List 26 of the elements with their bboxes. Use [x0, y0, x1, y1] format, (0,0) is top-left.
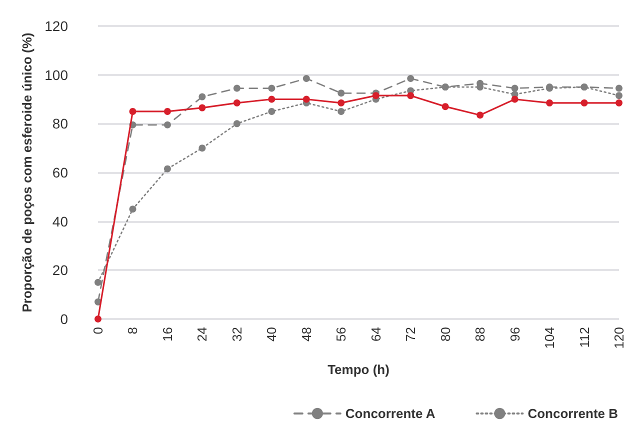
y-tick-label: 60: [52, 164, 68, 180]
legend-label: Concorrente B: [528, 406, 618, 421]
y-tick-label: 80: [52, 116, 68, 132]
x-tick-label: 0: [90, 327, 106, 334]
x-tick-label: 56: [334, 327, 349, 342]
x-tick-label: 88: [472, 327, 488, 342]
y-tick-label: 40: [52, 213, 68, 230]
x-tick-label: 72: [403, 327, 418, 342]
x-tick-label: 8: [125, 327, 140, 334]
x-tick-label: 80: [438, 327, 453, 342]
y-tick-label: 20: [52, 262, 68, 278]
legend-label: Concorrente A: [345, 406, 436, 421]
x-tick-label: 112: [576, 327, 592, 348]
x-axis-title: Tempo (h): [328, 362, 390, 377]
x-tick-label: 32: [229, 327, 244, 342]
y-tick-label: 100: [44, 66, 68, 83]
y-axis-title: Proporção de poços com esferoide único (%): [20, 32, 35, 312]
x-tick-label: 120: [612, 327, 626, 349]
x-tick-label: 104: [542, 327, 558, 349]
x-tick-label: 96: [507, 327, 522, 342]
x-tick-label: 40: [264, 327, 280, 342]
x-tick-label: 48: [298, 327, 314, 342]
x-tick-label: 16: [160, 327, 175, 342]
x-tick-label: 24: [194, 327, 210, 342]
x-tick-label: 64: [368, 327, 384, 342]
y-tick-label: 120: [44, 18, 68, 34]
